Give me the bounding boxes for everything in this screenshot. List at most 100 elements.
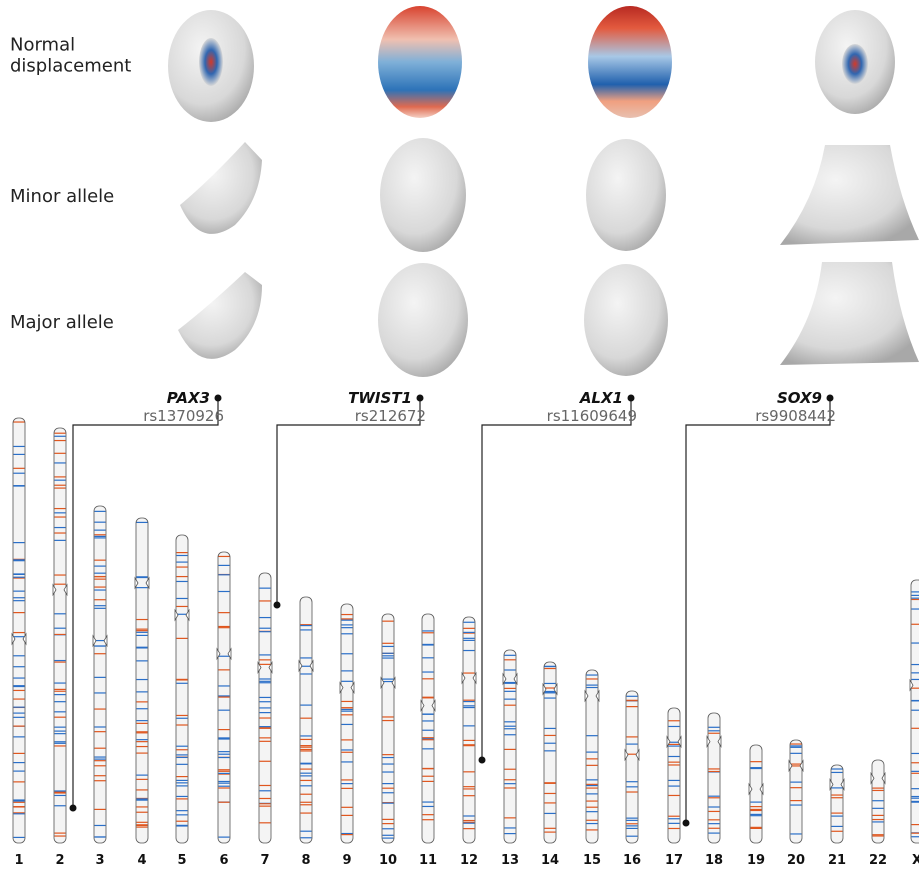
chromosome-body [585, 669, 599, 844]
chromosome-label: 10 [379, 853, 397, 868]
dot [416, 394, 424, 402]
nose-heat [842, 44, 868, 84]
dot [627, 394, 635, 402]
chromosome [174, 534, 190, 844]
chromosome-label: 2 [55, 853, 64, 868]
snp-id: rs1370926 [143, 407, 224, 425]
centromere [134, 576, 150, 590]
centromere [339, 681, 355, 695]
chromosome-label: 6 [219, 853, 228, 868]
faces [168, 6, 919, 377]
chromosome-body [910, 579, 919, 844]
chromosome-label: 11 [419, 853, 437, 868]
chromosome-label: 9 [342, 853, 351, 868]
chromosome [706, 712, 722, 844]
chromosome-label: 20 [787, 853, 805, 868]
row-label: Minor allele [10, 186, 114, 207]
chromosome-label: 22 [869, 853, 887, 868]
connector [276, 398, 421, 605]
centromere [52, 583, 68, 597]
gene-name: ALX1 [579, 389, 623, 407]
chromosome-body [12, 417, 26, 844]
chromosome-label: 8 [301, 853, 310, 868]
chromosome [788, 739, 804, 844]
chromosome-body [299, 596, 313, 844]
chromosome [339, 603, 355, 844]
row-label: displacement [10, 56, 131, 77]
chromosome-body [830, 764, 844, 844]
centromere [624, 748, 640, 762]
snp-id: rs212672 [355, 407, 426, 425]
chromosome-label: 16 [623, 853, 641, 868]
chromosome-body [707, 712, 721, 844]
dot [69, 804, 77, 812]
chromosome-body [93, 505, 107, 844]
chromosome [584, 669, 600, 844]
dot [273, 601, 281, 609]
centromere [92, 634, 108, 648]
chromosome-body [789, 739, 803, 844]
chromosome-label: X [912, 853, 919, 868]
centromere [909, 678, 914, 692]
chromosome-label: 15 [583, 853, 601, 868]
chromosome [257, 572, 273, 844]
chromosome [380, 613, 396, 844]
chromosome-label: 18 [705, 853, 723, 868]
chromosome-label: 21 [828, 853, 846, 868]
chromosome [134, 517, 150, 844]
chromosome-label: 3 [95, 853, 104, 868]
face [586, 139, 666, 251]
chromosome [502, 649, 518, 844]
chromosome [11, 417, 27, 844]
chromosome-label: 14 [541, 853, 559, 868]
row-label: Major allele [10, 312, 114, 333]
centromere [829, 778, 845, 791]
centromere [380, 676, 396, 690]
nose [178, 272, 262, 359]
chromosome-label: 17 [665, 853, 683, 868]
dot [478, 756, 486, 764]
chromosome-body [175, 534, 189, 844]
face [584, 264, 668, 376]
dot [682, 819, 690, 827]
chromosome [624, 690, 640, 844]
face [378, 263, 468, 377]
chromosome-body [503, 649, 517, 844]
face-heat [378, 6, 462, 118]
nose [780, 145, 919, 245]
centromere [11, 632, 27, 646]
chromosome-label: 19 [747, 853, 765, 868]
face [380, 138, 466, 252]
chromosome-label: 1 [14, 853, 23, 868]
chromosome-body [871, 759, 885, 844]
centromere [216, 647, 232, 661]
centromere [461, 671, 477, 685]
chromosome [420, 613, 436, 844]
centromere [420, 699, 436, 713]
chromosome-label: 4 [137, 853, 146, 868]
gene-name: SOX9 [777, 389, 822, 407]
nose-heat [199, 38, 223, 86]
chromosome [909, 579, 919, 844]
chromosome [666, 707, 682, 844]
chromosome [829, 764, 845, 844]
chromosome [216, 551, 232, 844]
chromosome [52, 427, 68, 844]
chromosome-label: 13 [501, 853, 519, 868]
chromosome [92, 505, 108, 844]
chromosome-body [625, 690, 639, 844]
chromosome-body [543, 661, 557, 844]
centromere [298, 659, 314, 673]
centromere [870, 771, 886, 785]
chromosome [748, 744, 764, 844]
chromosome-body [135, 517, 149, 844]
centromere [706, 735, 722, 749]
chromosome-label: 5 [177, 853, 186, 868]
chromosome-body [749, 744, 763, 844]
centromere [584, 689, 600, 703]
nose [780, 262, 919, 365]
chromosome [542, 661, 558, 844]
centromere [542, 682, 558, 696]
chromosome [461, 616, 477, 844]
centromere [788, 759, 804, 773]
